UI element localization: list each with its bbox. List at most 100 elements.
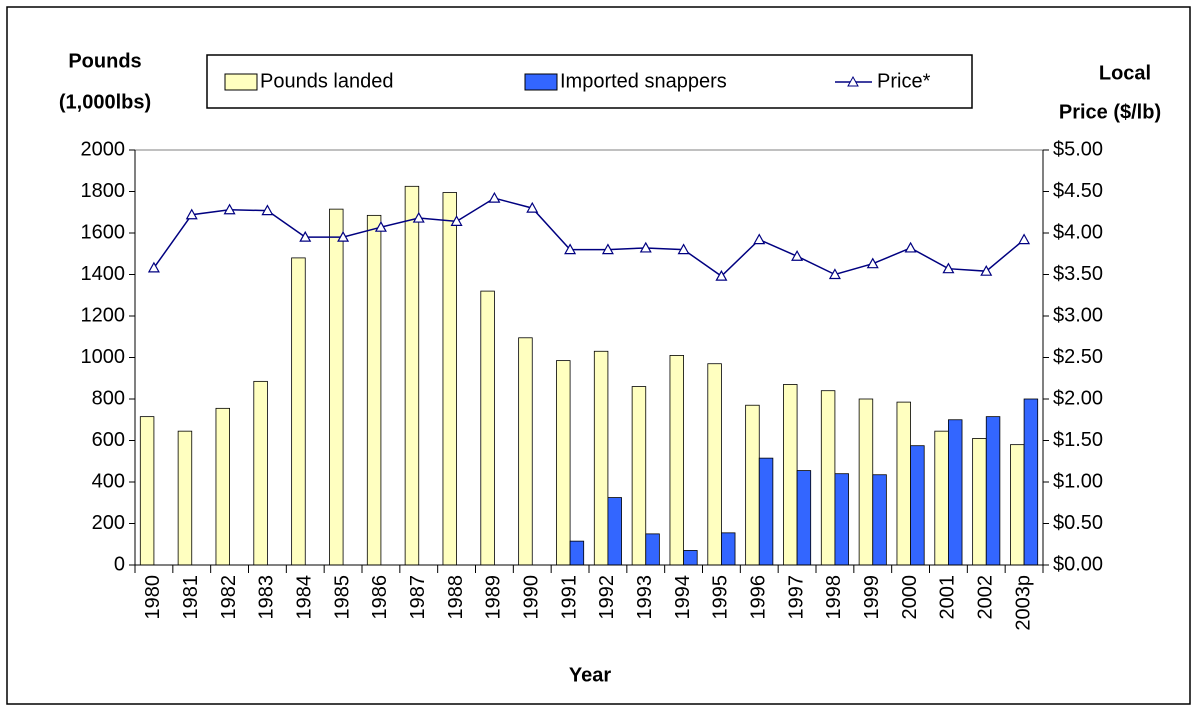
x-tick-label: 1991	[558, 575, 580, 620]
y-tick-label: 400	[92, 470, 125, 492]
x-tick-label: 1993	[634, 575, 656, 620]
bar	[366, 214, 382, 566]
x-tick-label: 1980	[142, 575, 164, 620]
bar	[607, 497, 622, 566]
x-tick-label: 1985	[331, 575, 353, 620]
x-axis-title: Year	[569, 664, 611, 686]
y-tick-label: 1800	[81, 180, 126, 202]
y2-tick-label: $3.00	[1053, 304, 1103, 326]
x-tick-label: 1998	[823, 575, 845, 620]
x-tick-label: 2000	[899, 575, 921, 620]
y2-tick-label: $2.50	[1053, 346, 1103, 368]
bar	[669, 355, 684, 566]
y2-tick-label: $1.00	[1053, 470, 1103, 492]
bar	[948, 419, 963, 566]
bar	[442, 192, 457, 566]
x-tick-label: 1984	[294, 575, 316, 620]
legend-swatch	[224, 73, 258, 91]
y2-tick-label: $5.00	[1053, 138, 1103, 160]
x-tick-label: 1990	[521, 575, 543, 620]
price-marker	[488, 191, 501, 203]
bar	[683, 550, 698, 566]
price-marker	[828, 268, 841, 280]
y2-tick-label: $0.00	[1053, 553, 1103, 575]
x-tick-label: 1996	[748, 575, 770, 620]
y-tick-label: 1400	[81, 263, 126, 285]
x-tick-label: 1983	[256, 575, 278, 620]
legend-label: Price*	[877, 70, 931, 92]
y-tick-label: 0	[114, 553, 125, 575]
price-marker	[942, 262, 955, 274]
price-marker	[337, 230, 350, 242]
bar	[1023, 398, 1039, 566]
price-marker	[904, 241, 917, 253]
price-marker	[677, 243, 690, 255]
x-tick-label: 1997	[785, 575, 807, 620]
bar	[858, 398, 874, 566]
x-tick-label: 1986	[369, 575, 391, 620]
x-tick-label: 2003p	[1012, 575, 1034, 631]
price-marker	[980, 264, 993, 276]
x-tick-label: 1988	[445, 575, 467, 620]
y2-tick-label: $4.00	[1053, 221, 1103, 243]
price-marker	[450, 215, 463, 226]
y2-axis-title: Price ($/lb)	[1059, 101, 1161, 123]
price-marker	[412, 211, 425, 223]
price-marker	[526, 201, 539, 213]
bar	[518, 337, 533, 566]
price-marker	[261, 204, 274, 216]
bar	[758, 457, 774, 566]
bar	[645, 533, 660, 566]
bar	[834, 473, 849, 566]
price-marker	[299, 230, 312, 242]
y-tick-label: 1600	[81, 221, 126, 243]
bar	[480, 290, 495, 566]
y-tick-label: 800	[92, 387, 125, 409]
price-marker	[1018, 233, 1031, 245]
bar	[177, 430, 193, 566]
price-marker	[753, 233, 766, 245]
y2-tick-label: $4.50	[1053, 180, 1103, 202]
legend-label: Pounds landed	[260, 70, 393, 92]
price-marker	[147, 261, 160, 273]
y2-tick-label: $0.50	[1053, 512, 1103, 534]
bar	[1010, 444, 1025, 566]
price-marker	[223, 203, 236, 215]
bar	[404, 185, 420, 566]
bar	[820, 390, 836, 566]
bar	[593, 350, 609, 566]
bar	[556, 360, 571, 566]
plot-area	[134, 149, 1044, 566]
legend-marker	[847, 75, 859, 87]
y-tick-label: 1000	[81, 346, 126, 368]
x-tick-label: 1982	[218, 575, 240, 620]
y2-axis-title: Local	[1099, 62, 1151, 84]
price-line	[153, 197, 1025, 278]
x-tick-label: 1994	[672, 575, 694, 620]
bar	[783, 384, 798, 566]
bar	[631, 386, 647, 566]
price-marker	[185, 208, 198, 220]
bar	[329, 208, 344, 566]
bar	[253, 380, 268, 566]
y2-tick-label: $1.50	[1053, 429, 1103, 451]
price-marker	[639, 241, 652, 253]
y-tick-label: 2000	[81, 138, 126, 160]
bar	[215, 407, 230, 566]
x-tick-label: 1995	[710, 575, 732, 620]
price-marker	[564, 243, 577, 255]
y-tick-label: 200	[92, 512, 125, 534]
price-marker	[601, 243, 614, 255]
price-marker	[715, 269, 728, 281]
bar	[972, 438, 987, 566]
bar	[707, 363, 722, 566]
x-tick-label: 2001	[937, 575, 959, 620]
bar	[910, 445, 925, 566]
x-tick-label: 1987	[407, 575, 429, 620]
bar	[139, 416, 155, 566]
y-tick-label: 600	[92, 429, 125, 451]
price-marker	[791, 250, 804, 261]
x-tick-label: 1992	[596, 575, 618, 620]
x-tick-label: 1999	[861, 575, 883, 620]
price-marker	[866, 257, 879, 269]
